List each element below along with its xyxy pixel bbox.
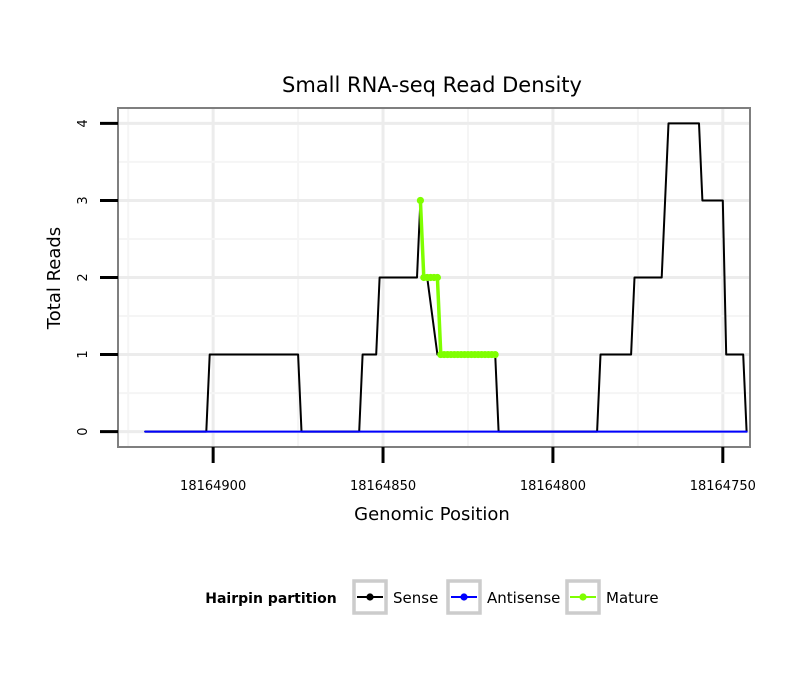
y-tick-label: 1 — [76, 350, 91, 358]
y-tick-label: 3 — [76, 196, 91, 204]
mature-point — [491, 350, 499, 359]
mature-point — [416, 196, 425, 205]
x-tick-label: 18164750 — [690, 479, 756, 494]
x-tick-label: 18164800 — [520, 479, 586, 494]
chart-title: Small RNA-seq Read Density — [282, 73, 582, 97]
y-axis-title: Total Reads — [44, 227, 65, 330]
y-tick-label: 0 — [76, 427, 91, 435]
legend-key-point-mature — [579, 593, 587, 601]
mature-point — [433, 273, 441, 282]
legend-label-antisense: Antisense — [487, 589, 560, 607]
x-axis-title: Genomic Position — [354, 504, 510, 525]
y-tick-label: 2 — [76, 273, 91, 281]
x-tick-label: 18164900 — [180, 479, 246, 494]
legend-label-mature: Mature — [606, 589, 659, 607]
legend-label-sense: Sense — [393, 589, 438, 607]
legend-title: Hairpin partition — [205, 591, 336, 607]
legend-key-point-antisense — [460, 593, 468, 601]
legend: Hairpin partition Sense Antisense Mature — [205, 579, 659, 615]
y-tick-label: 4 — [76, 119, 91, 127]
x-tick-label: 18164850 — [350, 479, 416, 494]
legend-key-point-sense — [366, 593, 374, 601]
plot-area: 18164900 18164850 18164800 18164750 0 1 2 3 4 — [76, 107, 756, 494]
